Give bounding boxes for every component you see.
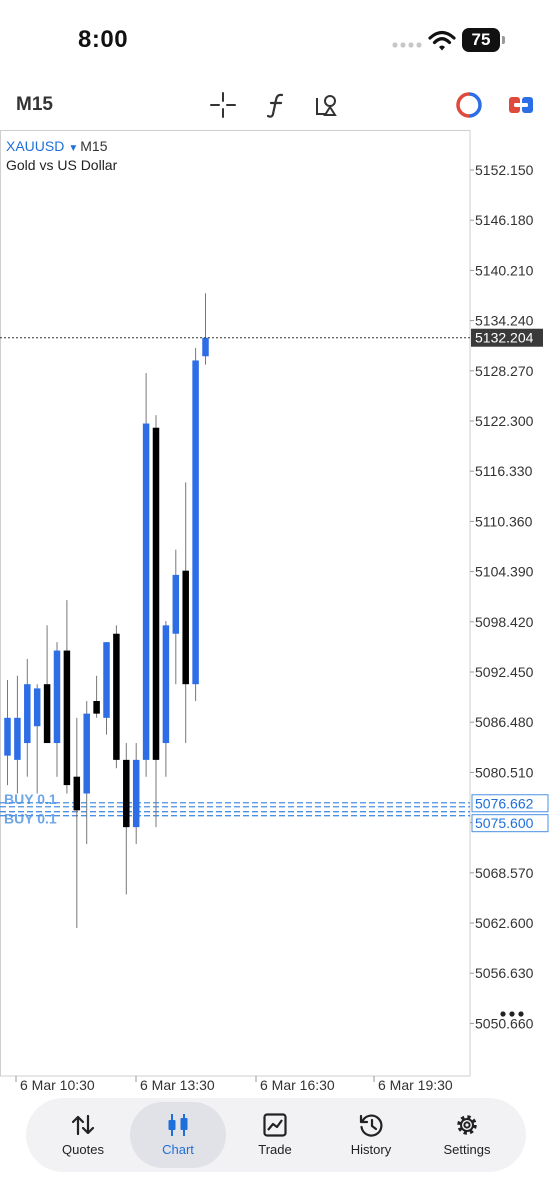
nav-label-chart: Chart: [162, 1142, 194, 1157]
bullish-candle: [4, 717, 11, 756]
gear-icon: [457, 1115, 477, 1135]
bullish-candle: [132, 759, 140, 828]
quotes-icon: [71, 1114, 95, 1136]
cellular-signal-icon: [392, 42, 422, 48]
x-tick-label: 6 Mar 10:30: [20, 1077, 95, 1093]
history-clock-icon: [359, 1114, 383, 1137]
more-options-icon[interactable]: [498, 1004, 526, 1024]
y-tick-label: 5146.180: [475, 212, 534, 228]
symbol-header[interactable]: XAUUSD ▼ M15: [6, 138, 108, 154]
objects-icon[interactable]: [312, 90, 342, 120]
chart-candles-icon: [168, 1114, 188, 1136]
order-price-tag: [471, 814, 549, 833]
y-tick-label: 5134.240: [475, 313, 534, 329]
y-tick-label: 5056.630: [475, 965, 534, 981]
current-price-tag: [471, 328, 543, 347]
order-price-tag: [471, 794, 549, 813]
battery-level: 75: [462, 28, 500, 52]
bullish-candle: [172, 574, 180, 634]
y-tick-label: 5110.360: [475, 513, 533, 529]
nav-chart[interactable]: Chart: [130, 1102, 226, 1168]
nav-quotes[interactable]: Quotes: [35, 1102, 131, 1168]
bearish-candle: [93, 701, 100, 714]
candlestick-chart[interactable]: 5152.150 5146.180 5140.210 5134.240 5128.270…: [0, 130, 552, 1100]
nav-label-quotes: Quotes: [62, 1142, 104, 1157]
one-click-trading-icon[interactable]: [454, 90, 484, 120]
bearish-candle: [73, 776, 81, 811]
current-price-label: 5132.204: [475, 330, 534, 346]
wifi-icon: [428, 30, 456, 51]
bullish-candle: [162, 625, 170, 744]
bearish-candle: [123, 759, 130, 828]
y-tick-label: 5068.570: [475, 865, 534, 881]
bullish-candle: [53, 650, 61, 744]
bullish-candle: [142, 423, 150, 760]
bullish-candle: [83, 713, 90, 794]
symbol-description: Gold vs US Dollar: [6, 157, 118, 173]
indicators-icon[interactable]: [262, 90, 292, 120]
y-tick-label: 5122.300: [475, 413, 534, 429]
order-label: BUY 0.1: [4, 791, 57, 807]
nav-history[interactable]: History: [323, 1102, 419, 1168]
y-tick-label: 5128.270: [475, 363, 534, 379]
symbol-name[interactable]: XAUUSD: [6, 138, 65, 154]
bullish-candle: [192, 360, 199, 685]
order-label: BUY 0.1: [4, 811, 57, 827]
chart-toolbar: M15: [0, 84, 552, 128]
nav-trade[interactable]: Trade: [227, 1102, 323, 1168]
battery-icon: 75: [462, 28, 506, 52]
nav-label-settings: Settings: [443, 1142, 491, 1157]
y-tick-label: 5152.150: [475, 162, 534, 178]
y-tick-label: 5080.510: [475, 764, 534, 780]
y-tick-label: 5092.450: [475, 664, 534, 680]
nav-settings[interactable]: Settings: [419, 1102, 515, 1168]
y-tick-label: 5086.480: [475, 714, 534, 730]
trade-chart-icon: [263, 1113, 287, 1137]
x-tick-label: 6 Mar 13:30: [140, 1077, 215, 1093]
x-tick-label: 6 Mar 19:30: [378, 1077, 453, 1093]
order-price-label: 5075.600: [475, 815, 534, 831]
nav-label-history: History: [350, 1142, 392, 1157]
order-price-label: 5076.662: [475, 795, 534, 811]
trade-panel-icon[interactable]: [506, 90, 536, 120]
bearish-candle: [43, 684, 51, 744]
bullish-candle: [24, 684, 31, 744]
bearish-candle: [182, 570, 189, 685]
bottom-navigation: Quotes Chart Trade History Settings: [26, 1098, 526, 1172]
y-tick-label: 5098.420: [475, 614, 534, 630]
y-tick-label: 5104.390: [475, 564, 534, 580]
y-tick-label: 5062.600: [475, 915, 534, 931]
status-time: 8:00: [78, 26, 129, 53]
symbol-timeframe: M15: [80, 138, 108, 154]
y-tick-label: 5140.210: [475, 262, 534, 278]
y-tick-label: 5050.660: [475, 1015, 534, 1031]
price-chart[interactable]: 5152.150 5146.180 5140.210 5134.240 5128.270…: [0, 130, 552, 1100]
bullish-candle: [14, 717, 21, 760]
bearish-candle: [152, 427, 160, 760]
status-bar: 8:00 75: [0, 0, 552, 80]
symbol-dropdown-icon[interactable]: ▼: [68, 143, 79, 154]
crosshair-icon[interactable]: [208, 90, 238, 120]
plot-frame: [0, 130, 471, 1077]
bearish-candle: [63, 650, 71, 786]
bullish-candle: [103, 642, 110, 718]
timeframe-button[interactable]: M15: [16, 94, 53, 115]
y-tick-label: 5116.330: [475, 463, 533, 479]
nav-label-trade: Trade: [258, 1142, 292, 1157]
bullish-candle: [202, 337, 209, 357]
x-tick-label: 6 Mar 16:30: [260, 1077, 335, 1093]
bearish-candle: [113, 633, 120, 760]
bullish-candle: [33, 688, 41, 727]
